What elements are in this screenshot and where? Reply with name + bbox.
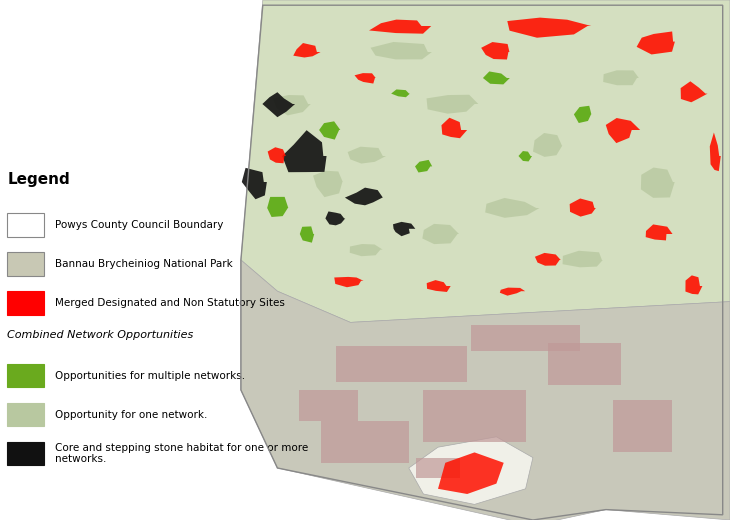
Text: Opportunity for one network.: Opportunity for one network. <box>55 410 207 420</box>
Polygon shape <box>637 31 675 55</box>
Polygon shape <box>299 390 358 421</box>
FancyBboxPatch shape <box>7 364 44 387</box>
Polygon shape <box>606 118 640 143</box>
Text: Merged Designated and Non Statutory Sites: Merged Designated and Non Statutory Site… <box>55 298 285 308</box>
Polygon shape <box>535 253 561 266</box>
Polygon shape <box>481 42 510 59</box>
Polygon shape <box>393 222 415 236</box>
Polygon shape <box>347 147 386 164</box>
Polygon shape <box>471 325 580 351</box>
Polygon shape <box>500 288 525 296</box>
Text: Powys County Council Boundary: Powys County Council Boundary <box>55 220 223 230</box>
Polygon shape <box>548 343 620 385</box>
Polygon shape <box>321 421 409 463</box>
Polygon shape <box>680 81 707 102</box>
Polygon shape <box>391 89 410 97</box>
Polygon shape <box>641 167 675 198</box>
Polygon shape <box>241 260 730 520</box>
Polygon shape <box>427 280 450 292</box>
FancyBboxPatch shape <box>7 403 44 426</box>
Polygon shape <box>685 276 702 294</box>
Polygon shape <box>426 95 478 114</box>
Text: Combined Network Opportunities: Combined Network Opportunities <box>7 330 193 340</box>
Text: Legend: Legend <box>7 172 70 187</box>
Polygon shape <box>423 390 526 442</box>
Polygon shape <box>326 212 345 225</box>
Polygon shape <box>262 92 295 117</box>
Polygon shape <box>273 95 311 115</box>
Polygon shape <box>293 43 320 58</box>
FancyBboxPatch shape <box>7 213 44 237</box>
Polygon shape <box>241 0 730 322</box>
Polygon shape <box>423 224 459 244</box>
Polygon shape <box>415 160 432 173</box>
Text: Bannau Brycheiniog National Park: Bannau Brycheiniog National Park <box>55 259 232 269</box>
Polygon shape <box>646 225 672 240</box>
Polygon shape <box>533 133 562 157</box>
Text: Opportunities for multiple networks.: Opportunities for multiple networks. <box>55 371 245 381</box>
Polygon shape <box>313 171 343 197</box>
Polygon shape <box>710 133 721 171</box>
Polygon shape <box>319 121 340 140</box>
Polygon shape <box>483 71 510 84</box>
Polygon shape <box>485 198 539 218</box>
Polygon shape <box>438 452 504 494</box>
Polygon shape <box>518 151 532 161</box>
Polygon shape <box>369 20 431 34</box>
Polygon shape <box>355 73 376 84</box>
Polygon shape <box>283 130 326 172</box>
Text: Core and stepping stone habitat for one or more
networks.: Core and stepping stone habitat for one … <box>55 443 308 464</box>
Polygon shape <box>507 18 591 38</box>
Polygon shape <box>267 197 288 217</box>
Polygon shape <box>242 168 267 199</box>
Polygon shape <box>574 106 591 123</box>
Polygon shape <box>345 188 383 205</box>
Polygon shape <box>613 400 672 452</box>
Polygon shape <box>300 226 314 243</box>
Polygon shape <box>336 346 467 382</box>
FancyBboxPatch shape <box>7 442 44 465</box>
Polygon shape <box>603 70 639 85</box>
FancyBboxPatch shape <box>7 291 44 315</box>
Polygon shape <box>569 199 596 217</box>
Polygon shape <box>563 251 603 267</box>
Polygon shape <box>371 42 432 59</box>
Polygon shape <box>442 118 467 138</box>
FancyBboxPatch shape <box>7 252 44 276</box>
Polygon shape <box>350 244 383 256</box>
Polygon shape <box>416 458 460 478</box>
Polygon shape <box>409 437 533 504</box>
Polygon shape <box>334 277 364 287</box>
Polygon shape <box>268 147 286 163</box>
